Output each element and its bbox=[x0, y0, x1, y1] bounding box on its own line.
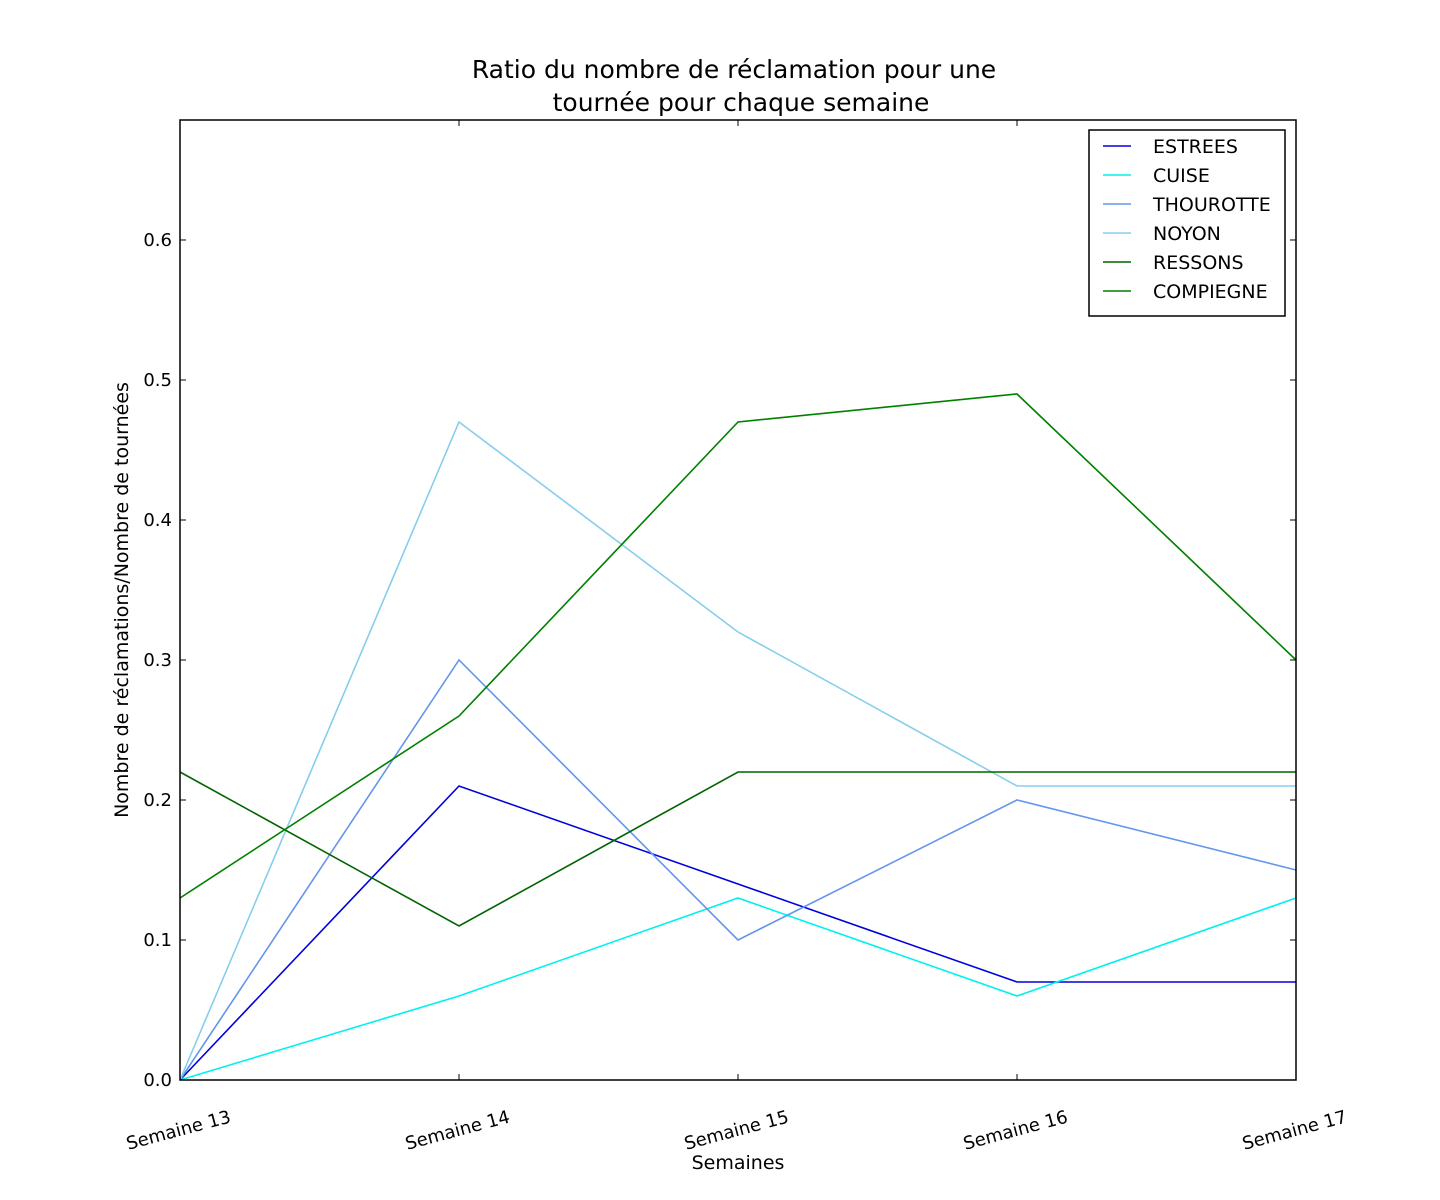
y-axis-label: Nombre de réclamations/Nombre de tournée… bbox=[111, 382, 133, 818]
y-tick-label: 0.6 bbox=[143, 230, 172, 251]
x-tick-label: Semaine 16 bbox=[961, 1107, 1070, 1155]
y-tick-label: 0.1 bbox=[143, 930, 172, 951]
legend-label-compiegne: COMPIEGNE bbox=[1153, 281, 1268, 303]
legend: ESTREES CUISE THOUROTTE NOYON RESSONS COMPIEG… bbox=[1088, 129, 1286, 317]
x-axis-label: Semaines bbox=[692, 1152, 785, 1174]
series-line-noyon bbox=[179, 420, 1296, 1081]
series-line-compiegne bbox=[179, 393, 1297, 899]
legend-label-ressons: RESSONS bbox=[1153, 252, 1244, 274]
x-tick-label: Semaine 15 bbox=[682, 1107, 791, 1155]
y-tick-label: 0.5 bbox=[143, 370, 172, 391]
legend-label-cuise: CUISE bbox=[1153, 165, 1210, 187]
legend-label-noyon: NOYON bbox=[1153, 223, 1221, 245]
series-line-estrees bbox=[179, 785, 1296, 1081]
legend-box bbox=[1088, 129, 1286, 317]
y-tick-label: 0.0 bbox=[143, 1070, 172, 1091]
y-tick-label: 0.3 bbox=[143, 650, 172, 671]
series-line-thourotte bbox=[179, 658, 1297, 1081]
chart-title-line-2: tournée pour chaque semaine bbox=[553, 88, 930, 117]
y-tick-label: 0.2 bbox=[143, 790, 172, 811]
chart-title-line-1: Ratio du nombre de réclamation pour une bbox=[472, 55, 996, 84]
x-tick-label: Semaine 14 bbox=[403, 1107, 512, 1155]
y-tick-label: 0.4 bbox=[143, 510, 172, 531]
series-line-ressons bbox=[179, 771, 1296, 927]
x-tick-label: Semaine 13 bbox=[124, 1107, 233, 1155]
x-tick-label: Semaine 17 bbox=[1240, 1107, 1349, 1155]
legend-label-thourotte: THOUROTTE bbox=[1152, 194, 1271, 216]
legend-label-estrees: ESTREES bbox=[1153, 136, 1238, 158]
series-line-cuise bbox=[179, 897, 1297, 1081]
series-layer bbox=[179, 393, 1297, 1081]
